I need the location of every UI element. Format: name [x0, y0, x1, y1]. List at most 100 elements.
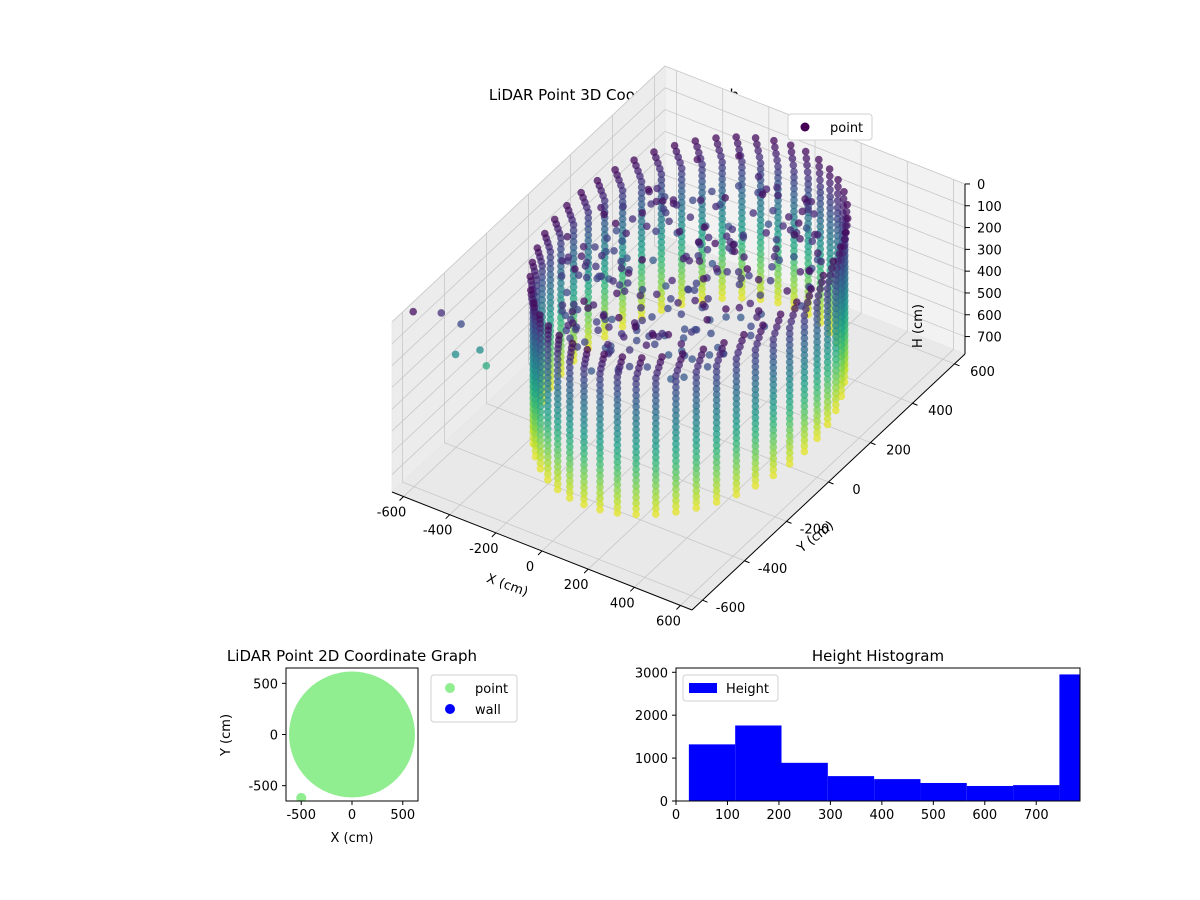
point-3d [546, 265, 555, 273]
point-3d [618, 294, 627, 303]
point-3d [816, 285, 824, 293]
tick-3d-y-mark [954, 363, 960, 367]
tick-3d-y-mark [744, 560, 750, 564]
point-3d [566, 494, 574, 502]
point-3d [718, 277, 726, 286]
point-3d [832, 349, 840, 358]
point-3d [732, 428, 741, 437]
point-3d [644, 185, 653, 194]
point-3d [538, 267, 546, 276]
point-3d [813, 338, 821, 346]
point-3d [672, 417, 680, 426]
point-3d [756, 165, 765, 173]
point-3d [813, 343, 821, 352]
point-3d [618, 300, 627, 308]
point-3d [773, 183, 781, 192]
point-3d [837, 352, 846, 361]
point-3d [536, 459, 545, 467]
point-3d [698, 211, 706, 220]
point-3d [528, 258, 537, 267]
point-3d [652, 419, 660, 428]
point-3d [569, 226, 578, 235]
point-3d [553, 378, 562, 386]
chart-hist-title: Height Histogram [812, 647, 944, 665]
point-3d [620, 287, 629, 296]
point-3d [837, 335, 846, 344]
point-3d [563, 201, 571, 210]
point-3d [600, 299, 609, 307]
point-3d [698, 166, 706, 174]
point-3d [705, 351, 714, 359]
point-3d [536, 436, 545, 445]
point-3d [804, 253, 812, 262]
point-3d [677, 244, 686, 252]
point-3d [840, 188, 848, 196]
point-3d [580, 478, 588, 486]
point-3d [826, 186, 834, 194]
point-3d [769, 347, 778, 355]
point-3d [652, 448, 660, 456]
point-3d [557, 290, 565, 299]
point-3d [603, 234, 611, 242]
point-3d [751, 448, 760, 456]
point-3d [766, 276, 775, 285]
point-3d [538, 301, 546, 310]
point-3d [541, 229, 549, 238]
point-3d [672, 451, 680, 460]
point-3d [807, 197, 816, 206]
point-3d [536, 413, 545, 422]
point-3d [619, 202, 627, 211]
point-3d [623, 254, 631, 262]
point-3d [546, 259, 555, 267]
point-3d [544, 385, 552, 393]
point-3d [813, 406, 821, 414]
point-3d [823, 324, 832, 333]
point-3d [843, 221, 851, 230]
point-3d [652, 197, 661, 206]
point-3d [672, 423, 680, 431]
tick-hist-x-label: 400 [869, 808, 894, 823]
point-3d [785, 335, 794, 344]
point-3d [618, 249, 627, 257]
point-3d [618, 271, 627, 280]
point-3d [638, 354, 646, 362]
point-3d [813, 315, 821, 324]
point-3d [536, 402, 545, 411]
point-3d [803, 161, 811, 169]
point-3d [787, 148, 796, 156]
point-3d [678, 350, 687, 358]
point-3d [734, 348, 742, 357]
point-3d [800, 385, 809, 394]
point-3d [813, 326, 821, 335]
point-3d [618, 215, 627, 223]
point-3d [600, 225, 609, 233]
point-3d [785, 329, 794, 338]
point-3d [677, 289, 686, 297]
point-3d [632, 414, 640, 423]
tick-hist-x-label: 500 [921, 808, 946, 823]
point-3d [732, 411, 741, 420]
point-3d [692, 487, 701, 495]
point-3d [769, 398, 778, 406]
point-3d [813, 309, 821, 318]
chart-3d-ticks: -600 -600 -400 -400 -200 -200 0 0 200 200 400 400 60… [377, 178, 1002, 630]
point-3d [774, 174, 782, 182]
point-3d [652, 493, 660, 501]
point-3d [583, 345, 592, 354]
point-3d [630, 156, 638, 164]
point-3d [652, 442, 660, 450]
point-3d [544, 436, 552, 444]
point-3d [757, 327, 765, 336]
point-3d [823, 386, 832, 395]
point-3d [580, 393, 588, 401]
point-3d [712, 379, 721, 387]
point-3d [774, 276, 782, 284]
point-3d [538, 279, 546, 287]
point-3d [769, 432, 778, 440]
tick-hist-y-label: 1000 [635, 752, 668, 767]
point-3d [813, 321, 821, 329]
point-3d [769, 437, 778, 446]
point-3d [657, 306, 666, 315]
point-3d [657, 266, 666, 275]
point-3d [774, 264, 782, 273]
